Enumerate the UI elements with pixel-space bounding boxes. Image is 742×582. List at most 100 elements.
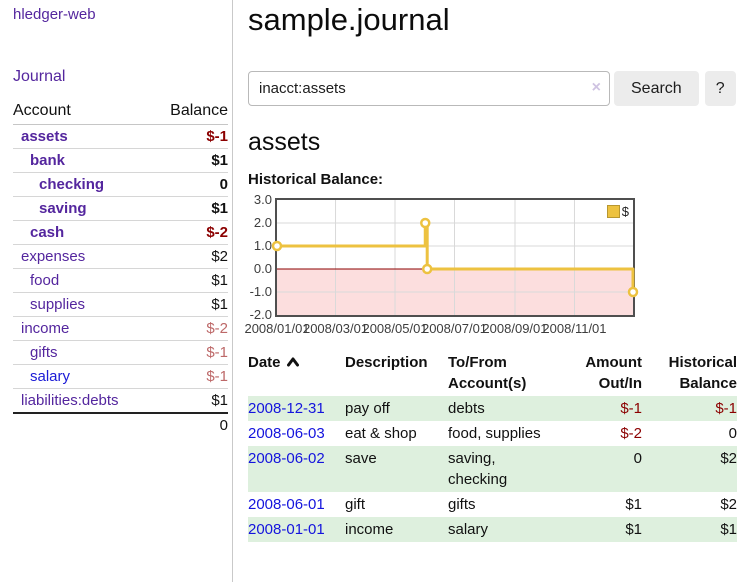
account-row: salary $-1 bbox=[13, 364, 228, 389]
account-row: saving $1 bbox=[13, 196, 228, 221]
sidebar-account-link-saving[interactable]: saving bbox=[39, 200, 87, 217]
legend-swatch-icon bbox=[606, 205, 620, 218]
sidebar-account-link-assets[interactable]: assets bbox=[21, 128, 68, 145]
y-axis-tick-label: 0.0 bbox=[253, 261, 272, 276]
y-axis-tick-label: -1.0 bbox=[249, 284, 272, 299]
account-column-header: Account bbox=[13, 100, 152, 125]
transaction-balance: $2 bbox=[720, 450, 737, 467]
search-form: × Search ? bbox=[248, 71, 737, 106]
register-header-row: Date Description To/From Account(s) Amou… bbox=[248, 352, 737, 396]
register-row: 2008-06-03 eat & shop food, supplies $-2 0 bbox=[248, 421, 737, 446]
data-point-marker bbox=[271, 240, 283, 252]
transaction-accounts: saving, checking bbox=[448, 450, 508, 488]
y-axis-tick-label: 3.0 bbox=[253, 192, 272, 207]
register-row: 2008-06-01 gift gifts $1 $2 bbox=[248, 492, 737, 517]
sidebar-account-link-salary[interactable]: salary bbox=[30, 368, 71, 385]
x-axis-tick-label: 2008/07/01 bbox=[421, 321, 488, 336]
account-row: liabilities:debts $1 bbox=[13, 388, 228, 414]
chart-plot-area: $ bbox=[271, 198, 639, 317]
account-tree-table: Account Balance assets $-1 bank $1 checking 0… bbox=[13, 100, 228, 437]
app-brand-link[interactable]: hledger-web bbox=[13, 6, 96, 23]
search-input[interactable] bbox=[248, 71, 610, 106]
y-axis-tick-label: 2.0 bbox=[253, 215, 272, 230]
account-row: food $1 bbox=[13, 268, 228, 293]
account-balance: 0 bbox=[151, 172, 228, 197]
account-row: assets $-1 bbox=[13, 124, 228, 149]
date-column-header[interactable]: Date bbox=[248, 352, 345, 396]
account-balance: $1 bbox=[151, 292, 228, 317]
account-row: cash $-2 bbox=[13, 220, 228, 245]
x-axis-tick-label: 2008/01/01 bbox=[244, 321, 310, 336]
transaction-date-link[interactable]: 2008-06-03 bbox=[248, 425, 325, 442]
transaction-description: eat & shop bbox=[345, 425, 417, 442]
transaction-amount: $1 bbox=[625, 496, 642, 513]
account-row: gifts $-1 bbox=[13, 340, 228, 365]
account-heading: assets bbox=[248, 128, 321, 156]
transaction-amount: $1 bbox=[625, 521, 642, 538]
sidebar-account-link-expenses[interactable]: expenses bbox=[21, 248, 86, 265]
account-balance: $-1 bbox=[151, 364, 228, 389]
account-row: expenses $2 bbox=[13, 244, 228, 269]
sort-ascending-icon bbox=[286, 357, 299, 367]
transaction-date-link[interactable]: 2008-01-01 bbox=[248, 521, 325, 538]
data-point-marker bbox=[627, 286, 639, 298]
account-total-row: 0 bbox=[13, 412, 228, 437]
register-row: 2008-12-31 pay off debts $-1 $-1 bbox=[248, 396, 737, 421]
transaction-date-link[interactable]: 2008-06-01 bbox=[248, 496, 325, 513]
sidebar-account-link-supplies[interactable]: supplies bbox=[30, 296, 86, 313]
account-balance: $-2 bbox=[151, 316, 228, 341]
sidebar-item-journal[interactable]: Journal bbox=[13, 68, 66, 85]
account-row: bank $1 bbox=[13, 148, 228, 173]
account-balance: $-1 bbox=[151, 340, 228, 365]
help-button[interactable]: ? bbox=[704, 71, 736, 106]
transaction-amount: $-1 bbox=[620, 400, 642, 417]
legend-label: $ bbox=[621, 204, 629, 219]
transaction-balance: 0 bbox=[728, 425, 737, 442]
transaction-description: income bbox=[345, 521, 394, 538]
transaction-accounts: gifts bbox=[448, 496, 476, 513]
chart-title: Historical Balance: bbox=[248, 171, 384, 188]
balance-column-header: Historical Balance bbox=[668, 354, 737, 392]
search-button[interactable]: Search bbox=[614, 71, 699, 106]
clear-search-icon[interactable]: × bbox=[591, 79, 601, 96]
account-balance: $-2 bbox=[151, 220, 228, 245]
transaction-accounts: food, supplies bbox=[448, 425, 541, 442]
sidebar-account-link-food[interactable]: food bbox=[30, 272, 60, 289]
sidebar-account-link-bank[interactable]: bank bbox=[30, 152, 66, 169]
transaction-date-link[interactable]: 2008-06-02 bbox=[248, 450, 325, 467]
transaction-balance: $-1 bbox=[715, 400, 737, 417]
sidebar-account-link-cash[interactable]: cash bbox=[30, 224, 65, 241]
amount-column-header: Amount Out/In bbox=[585, 354, 642, 392]
data-point-marker bbox=[421, 263, 433, 275]
account-balance: $1 bbox=[151, 196, 228, 221]
x-axis-tick-label: 2008/09/01 bbox=[482, 321, 548, 336]
x-axis-tick-label: 2008/11/01 bbox=[542, 321, 607, 336]
account-column-header: To/From Account(s) bbox=[448, 354, 527, 392]
transaction-description: pay off bbox=[345, 400, 390, 417]
register-table: Date Description To/From Account(s) Amou… bbox=[248, 352, 737, 542]
chart-legend: $ bbox=[606, 204, 629, 219]
historical-balance-chart: $ 3.0 2.0 1.0 0.0 -1.0 -2.0 2008/01/01 2008/03/… bbox=[244, 188, 737, 340]
transaction-amount: $-2 bbox=[620, 425, 642, 442]
transaction-accounts: debts bbox=[448, 400, 485, 417]
account-balance: $-1 bbox=[151, 124, 228, 149]
sidebar-account-link-liabilities-debts[interactable]: liabilities:debts bbox=[21, 392, 119, 409]
transaction-date-link[interactable]: 2008-12-31 bbox=[248, 400, 325, 417]
sidebar-account-link-checking[interactable]: checking bbox=[39, 176, 105, 193]
transaction-description: save bbox=[345, 450, 377, 467]
transaction-amount: 0 bbox=[633, 450, 642, 467]
register-row: 2008-01-01 income salary $1 $1 bbox=[248, 517, 737, 542]
sidebar: hledger-web Journal Account Balance asse… bbox=[0, 0, 233, 582]
sidebar-account-link-income[interactable]: income bbox=[21, 320, 70, 337]
total-balance: 0 bbox=[151, 412, 228, 437]
y-axis-tick-label: -2.0 bbox=[249, 307, 272, 322]
account-balance: $1 bbox=[151, 388, 228, 414]
transaction-description: gift bbox=[345, 496, 366, 513]
sidebar-account-link-gifts[interactable]: gifts bbox=[30, 344, 58, 361]
account-row: income $-2 bbox=[13, 316, 228, 341]
account-row: checking 0 bbox=[13, 172, 228, 197]
page-title: sample.journal bbox=[248, 2, 450, 37]
account-balance: $1 bbox=[151, 268, 228, 293]
y-axis-tick-label: 1.0 bbox=[253, 238, 272, 253]
main-content: sample.journal × Search ? assets Histori… bbox=[233, 0, 742, 582]
